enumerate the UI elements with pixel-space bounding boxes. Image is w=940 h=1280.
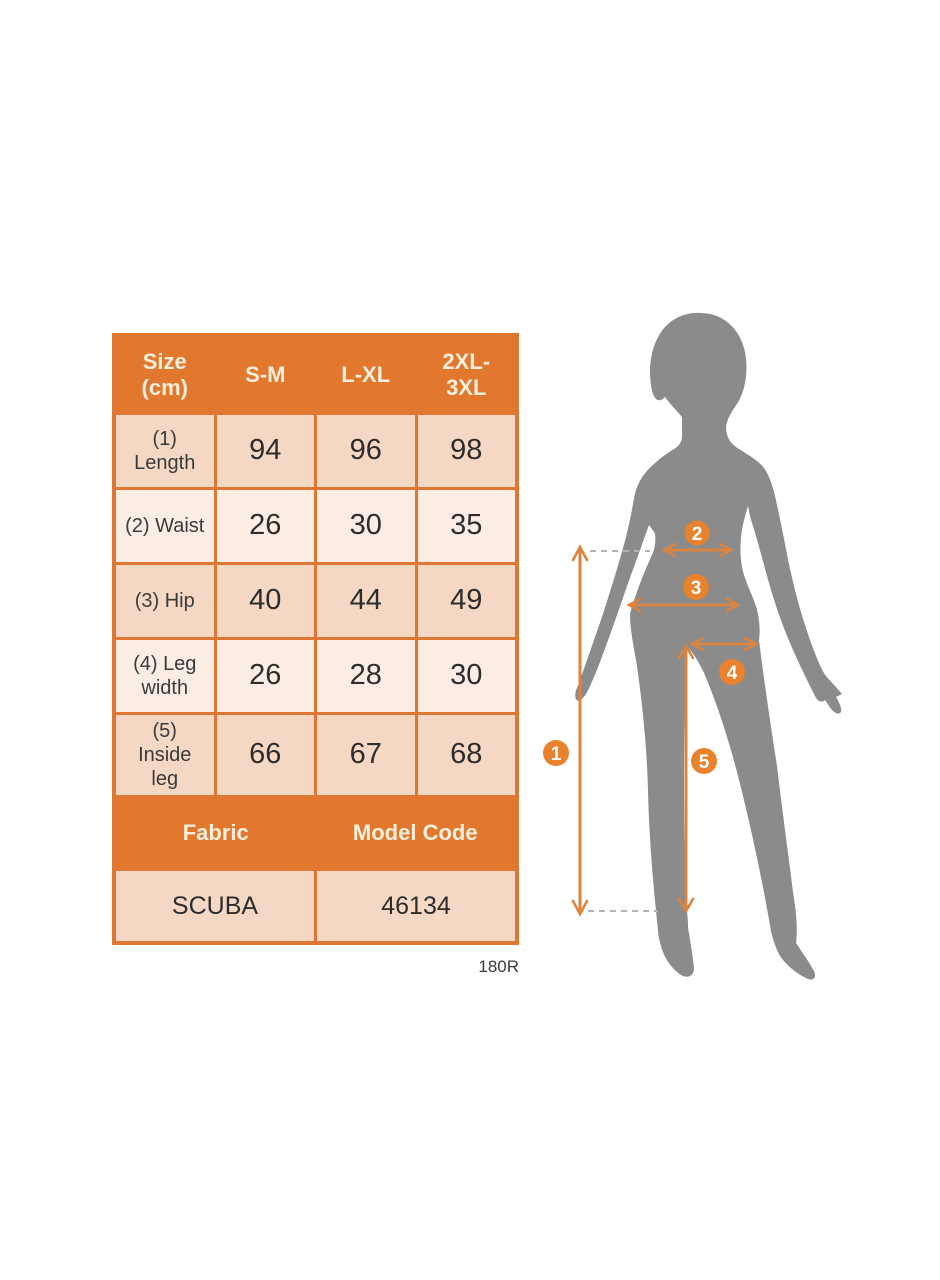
cell-leg-width-2xl3xl: 30: [417, 640, 515, 712]
cell-inside-leg-2xl3xl: 68: [417, 715, 515, 795]
marker-1: 1: [543, 740, 569, 766]
column-header-s-m: S-M: [216, 337, 314, 412]
cell-inside-leg-lxl: 67: [317, 715, 415, 795]
cell-hip-sm: 40: [216, 565, 314, 637]
inside-leg-arrowhead-down: [677, 897, 695, 914]
model-code-header: Model Code: [352, 820, 478, 845]
leg-width-arrowhead-left: [689, 636, 705, 652]
length-arrowhead-down: [571, 899, 589, 917]
leg-width-arrowhead-right: [743, 636, 759, 652]
marker-1-circle: [543, 740, 569, 766]
cell-waist-2xl3xl: 35: [417, 490, 515, 562]
marker-4: 4: [719, 659, 745, 685]
inside-leg-arrowhead-up: [677, 643, 695, 660]
cell-hip-2xl3xl: 49: [417, 565, 515, 637]
column-header-2xl-3xl: 2XL- 3XL: [417, 337, 515, 412]
fabric-header: Fabric: [182, 820, 249, 845]
row-label-inside-leg: (5) Inside leg: [116, 715, 214, 795]
marker-3: 3: [683, 574, 709, 600]
hip-arrowhead-left: [626, 597, 642, 613]
marker-5-number: 5: [699, 752, 710, 773]
marker-1-number: 1: [551, 744, 562, 765]
body-silhouette-shape: [575, 312, 842, 980]
marker-2-circle: [684, 520, 710, 546]
size-chart-table: Size (cm) S-M L-XL 2XL- 3XL (1) Length 9…: [112, 333, 519, 945]
marker-5: 5: [691, 748, 717, 774]
marker-3-circle: [683, 574, 709, 600]
row-label-leg-width: (4) Leg width: [116, 640, 214, 712]
info-header-band: Fabric Model Code: [116, 798, 515, 868]
marker-4-circle: [719, 659, 745, 685]
row-label-length: (1) Length: [116, 415, 214, 487]
column-header-size: Size (cm): [116, 337, 214, 412]
cell-length-sm: 94: [216, 415, 314, 487]
marker-2: 2: [684, 520, 710, 546]
model-note: 180R: [478, 957, 519, 976]
cell-leg-width-sm: 26: [216, 640, 314, 712]
length-arrowhead-up: [571, 544, 589, 562]
cell-length-2xl3xl: 98: [417, 415, 515, 487]
model-code-value: 46134: [317, 871, 515, 941]
marker-4-number: 4: [727, 663, 738, 684]
row-label-hip: (3) Hip: [116, 565, 214, 637]
cell-waist-sm: 26: [216, 490, 314, 562]
fabric-value: SCUBA: [116, 871, 314, 941]
hip-arrowhead-right: [725, 597, 741, 613]
row-label-waist: (2) Waist: [116, 490, 214, 562]
marker-5-circle: [691, 748, 717, 774]
cell-hip-lxl: 44: [317, 565, 415, 637]
waist-arrowhead-right: [718, 542, 734, 558]
measurement-figure: 1 2 3 4 5: [530, 295, 880, 995]
cell-inside-leg-sm: 66: [216, 715, 314, 795]
marker-3-number: 3: [691, 578, 702, 599]
cell-leg-width-lxl: 28: [317, 640, 415, 712]
marker-2-number: 2: [692, 524, 703, 545]
waist-arrowhead-left: [661, 542, 677, 558]
column-header-l-xl: L-XL: [317, 337, 415, 412]
cell-length-lxl: 96: [317, 415, 415, 487]
cell-waist-lxl: 30: [317, 490, 415, 562]
